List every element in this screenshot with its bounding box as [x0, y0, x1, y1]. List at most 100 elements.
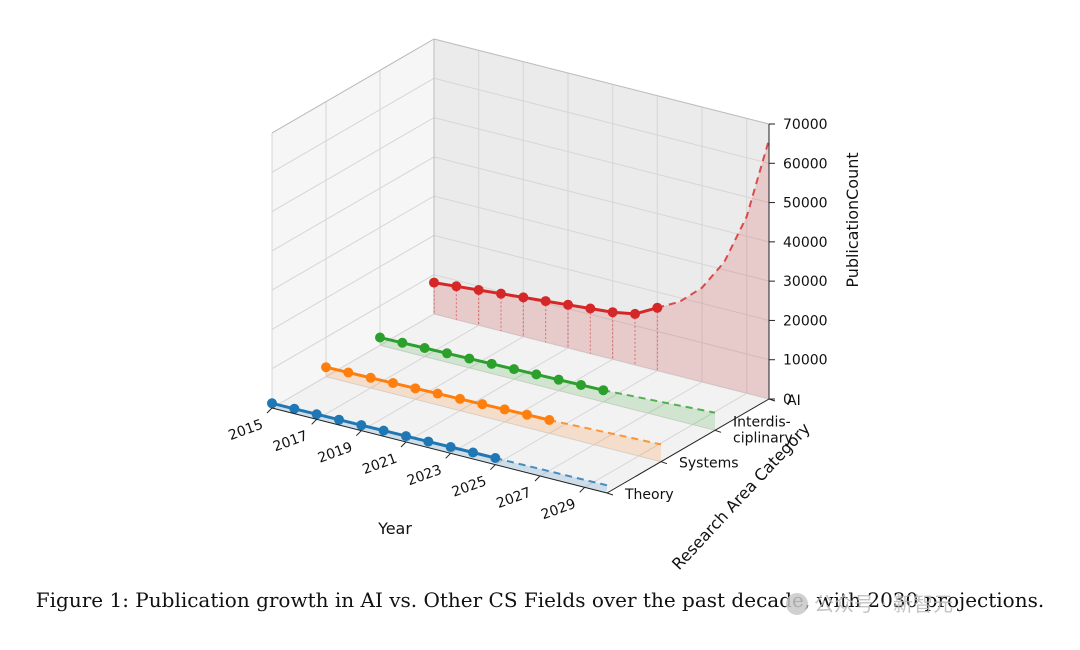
x-axis-line [271, 407, 608, 494]
data-point [397, 337, 408, 348]
series-fills [272, 139, 769, 493]
side-pane [272, 39, 434, 408]
category-label: AI [787, 393, 801, 409]
z-tick-label: 10000 [783, 353, 828, 369]
z-tick-label: 20000 [783, 313, 828, 329]
data-point [429, 277, 439, 288]
x-tick-label: 2015 [226, 417, 265, 444]
watermark: 公众号 · 新智元 [786, 588, 953, 617]
data-point [464, 353, 475, 364]
category-label-line: AI [787, 393, 801, 409]
x-tick-label: 2027 [494, 485, 533, 512]
chart-axes [266, 123, 776, 496]
x-axis-title: Year [377, 519, 412, 538]
data-point [585, 303, 596, 314]
data-point [267, 398, 277, 409]
x-tick [400, 441, 407, 448]
data-point [544, 414, 555, 425]
watermark-text: 公众号 · 新智元 [814, 592, 954, 616]
data-point [473, 284, 484, 295]
z-tick-label: 50000 [783, 196, 828, 212]
category-label: Interdis-ciplinary [733, 414, 793, 446]
data-point [490, 452, 501, 463]
watermark-icon [786, 593, 808, 615]
data-point [388, 378, 398, 389]
data-point [289, 403, 300, 414]
data-point [509, 364, 519, 375]
z-axis-title: PublicationCount [843, 152, 862, 287]
x-tick-label: 2025 [450, 473, 489, 500]
x-tick [266, 407, 273, 414]
data-point [652, 302, 663, 313]
floor-pane [272, 314, 769, 493]
data-point [522, 409, 532, 420]
data-point [477, 399, 488, 410]
x-tick-label: 2023 [405, 462, 444, 489]
z-tick-label: 0 [783, 392, 792, 408]
z-tick-label: 40000 [783, 235, 828, 251]
figure-caption: Figure 1: Publication growth in AI vs. O… [35, 588, 1045, 612]
category-tick [714, 429, 722, 433]
data-point [630, 308, 640, 319]
chart-panes [272, 39, 769, 493]
x-tick [534, 475, 541, 482]
x-tick [579, 486, 586, 493]
category-label-line: Systems [679, 456, 739, 472]
x-tick-label: 2017 [271, 428, 310, 455]
data-point [531, 369, 542, 380]
data-point [451, 281, 462, 292]
x-tick [445, 452, 452, 459]
data-point [410, 383, 421, 394]
data-point [334, 414, 344, 425]
data-point [553, 374, 564, 385]
series-stems [433, 282, 658, 371]
data-point [378, 425, 389, 436]
data-point [423, 436, 434, 447]
data-point [486, 358, 497, 369]
series-lines [267, 139, 770, 487]
category-label-line: Interdis- [733, 414, 791, 430]
data-point [401, 431, 411, 442]
back-pane [434, 39, 769, 399]
x-tick [311, 418, 318, 425]
category-label-line: ciplinary [733, 430, 793, 446]
category-label-line: Theory [624, 487, 674, 503]
data-point [445, 442, 456, 453]
data-point [468, 447, 478, 458]
series-fill-systems [326, 367, 661, 462]
z-tick-label: 30000 [783, 274, 828, 290]
series-fill-interdisciplinary [380, 337, 715, 431]
data-point [607, 307, 618, 318]
z-tick-label: 60000 [783, 156, 828, 172]
y-axis-line [606, 398, 770, 494]
data-point [432, 388, 443, 399]
data-point [576, 379, 586, 390]
data-point [311, 409, 322, 420]
data-point [563, 299, 573, 310]
category-tick [606, 492, 614, 496]
data-point [455, 393, 465, 404]
x-tick [355, 430, 362, 437]
data-point [598, 385, 609, 396]
series-fill-theory [272, 403, 607, 493]
data-point [499, 404, 510, 415]
data-point [375, 332, 385, 343]
data-point [321, 362, 331, 373]
data-point [442, 348, 452, 359]
data-point [365, 372, 376, 383]
projection-line-ai [657, 139, 770, 309]
data-point [496, 288, 506, 299]
category-label: Theory [624, 487, 674, 503]
series-fill-ai [434, 139, 769, 399]
x-tick [489, 464, 496, 471]
category-tick [660, 461, 668, 465]
x-tick-label: 2021 [360, 451, 399, 478]
data-point [518, 292, 529, 303]
x-tick-label: 2019 [316, 439, 355, 466]
x-tick-label: 2029 [539, 496, 578, 523]
z-tick-label: 70000 [783, 117, 828, 133]
category-label: Systems [679, 456, 739, 472]
data-point [356, 420, 367, 431]
data-point [343, 367, 354, 378]
